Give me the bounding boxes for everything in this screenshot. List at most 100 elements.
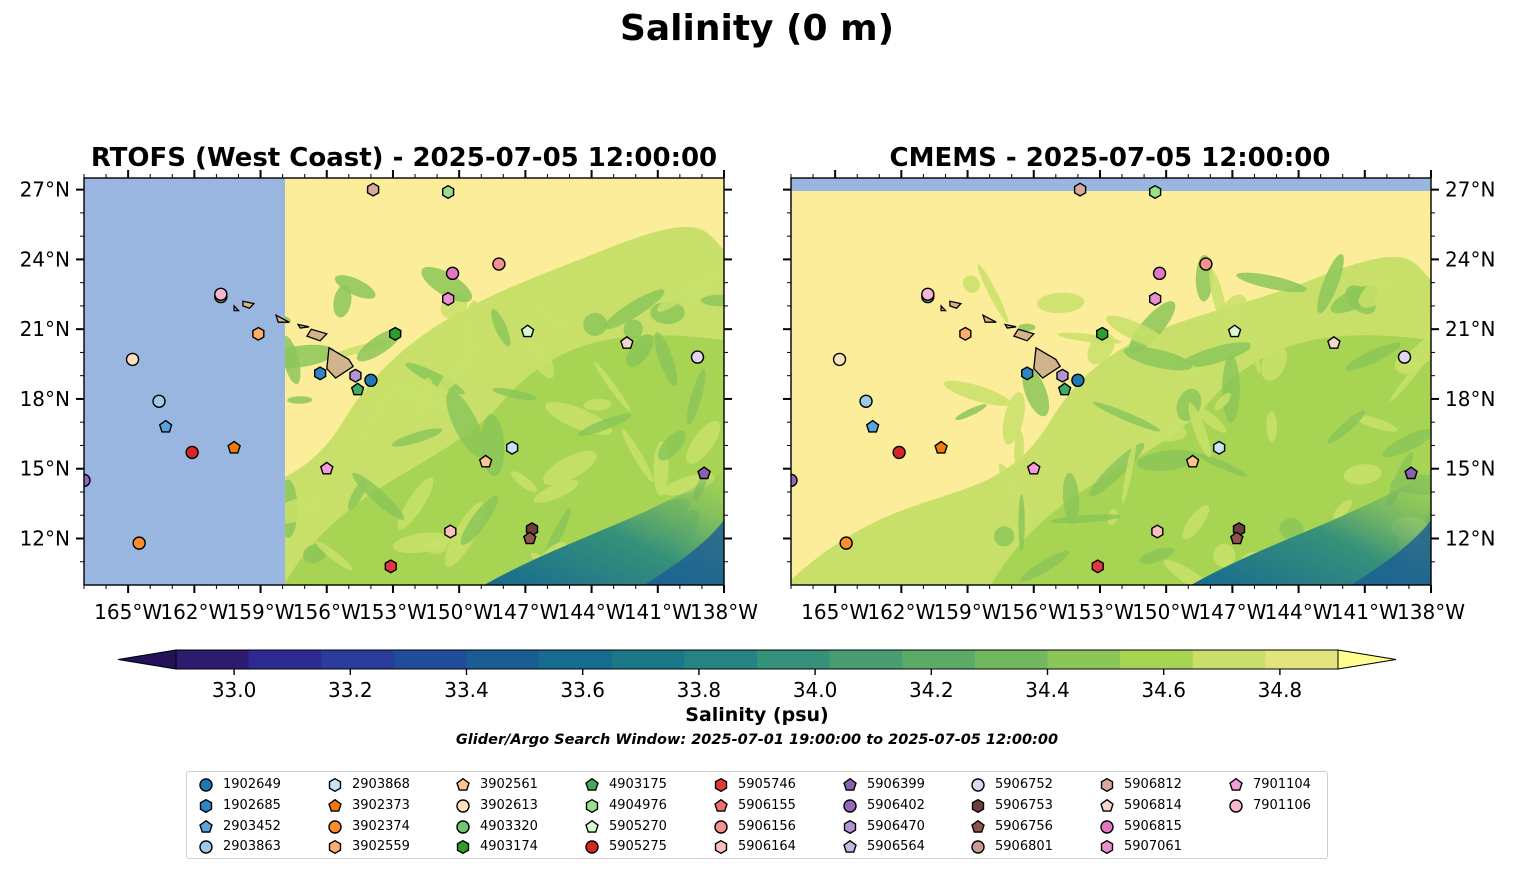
legend-marker-icon [456,799,470,813]
colorbar-tick-label: 34.6 [1141,678,1186,702]
legend-label: 5906156 [738,818,796,834]
legend-marker-icon [199,819,213,833]
legend-label: 3902374 [352,818,410,834]
colorbar-segment [902,650,976,669]
lon-tick-label: 159°W [934,600,1002,624]
float-marker [185,445,199,460]
lon-tick-label: 141°W [624,600,692,624]
legend-marker-icon [971,819,985,833]
legend-marker-icon [585,819,599,833]
legend-label: 5906801 [995,839,1053,855]
lon-tick-label: 153°W [359,600,427,624]
legend-marker-icon [1100,777,1114,793]
legend-label: 5906756 [995,818,1053,834]
colorbar-tick-label: 33.4 [444,678,489,702]
legend-label: 5906752 [995,777,1053,792]
legend-marker [585,819,599,833]
legend-marker-icon [585,798,599,813]
legend-marker [328,819,342,834]
legend-marker [328,777,342,793]
legend-label: 4903175 [609,777,667,792]
float-marker [1212,440,1226,455]
island [949,300,963,309]
float-marker [1057,382,1072,396]
legend-marker [199,778,213,792]
colorbar-segment [1047,650,1121,669]
colorbar-segment [1120,650,1194,669]
colorbar-segment [974,650,1049,669]
colorbar-segment [466,650,540,669]
float-marker [1397,350,1412,364]
float-marker [620,335,634,349]
legend-marker [843,777,857,791]
legend-marker-icon [971,840,985,855]
lat-tick-label: 15°N [1445,457,1495,481]
legend-label: 5907061 [1124,839,1182,855]
colorbar-segment [1265,650,1339,669]
legend-marker [971,778,985,792]
legend-marker-icon [1229,799,1243,813]
lon-tick-label: 150°W [425,600,493,624]
legend-marker [1229,799,1243,813]
island [274,313,290,323]
float-marker [492,257,506,271]
legend-marker [843,819,857,834]
legend-marker-icon [714,840,728,855]
float-marker [832,352,847,367]
float-marker [892,445,906,460]
lat-tick-label: 24°N [20,247,70,271]
float-marker [125,352,140,367]
colorbar-tick-label: 33.2 [328,678,373,702]
float-marker [1071,373,1085,388]
legend-marker-icon [1100,819,1114,834]
colorbar-segment [539,650,613,669]
legend-label: 5906812 [1124,777,1182,792]
float-marker [921,287,935,301]
legend-marker [1100,798,1114,812]
float-marker [859,394,873,408]
legend-marker [971,798,985,813]
colorbar-segment [321,650,395,669]
legend-label: 5905746 [738,777,796,792]
float-legend: 1902649 1902685 2903452 2903863 2903868 39023… [186,771,1328,859]
lon-tick-label: 159°W [227,600,295,624]
legend-label: 2903452 [223,818,281,834]
float-marker [384,559,397,574]
legend-marker [328,798,342,812]
legend-label: 5905275 [609,839,667,855]
legend-label: 1902685 [223,797,281,813]
float-marker [1148,291,1162,307]
island [981,313,997,323]
float-marker [442,184,455,200]
legend-label: 7901104 [1253,777,1311,792]
legend-label: 2903868 [352,777,410,792]
legend-marker-icon [714,819,728,834]
float-marker [366,182,380,197]
colorbar-segment [829,650,903,669]
legend-marker [199,819,213,833]
colorbar-low-extend [117,649,177,670]
lon-tick-label: 162°W [867,600,935,624]
search-window-text: Glider/Argo Search Window: 2025-07-01 19… [455,732,1059,748]
colorbar-tick-label: 34.2 [909,678,954,702]
island [296,323,310,329]
lat-tick-label: 24°N [1445,247,1495,271]
lat-tick-label: 15°N [20,457,70,481]
legend-marker-icon [456,819,470,834]
colorbar-tick-label: 33.6 [560,678,605,702]
island [940,304,947,312]
legend-label: 5906814 [1124,797,1182,813]
lon-tick-label: 144°W [1265,600,1333,624]
float-marker [934,440,948,454]
left-panel-title: RTOFS (West Coast) - 2025-07-05 12:00:00 [90,143,718,173]
legend-marker [456,799,470,813]
legend-marker [1100,840,1114,855]
lon-tick-label: 156°W [293,600,361,624]
legend-label: 3902613 [480,797,538,813]
float-marker [1327,335,1341,349]
float-marker [1151,524,1164,539]
float-marker [1199,257,1213,271]
legend-label: 5906155 [738,797,796,813]
float-marker [506,440,519,455]
legend-label: 5905270 [609,818,667,834]
